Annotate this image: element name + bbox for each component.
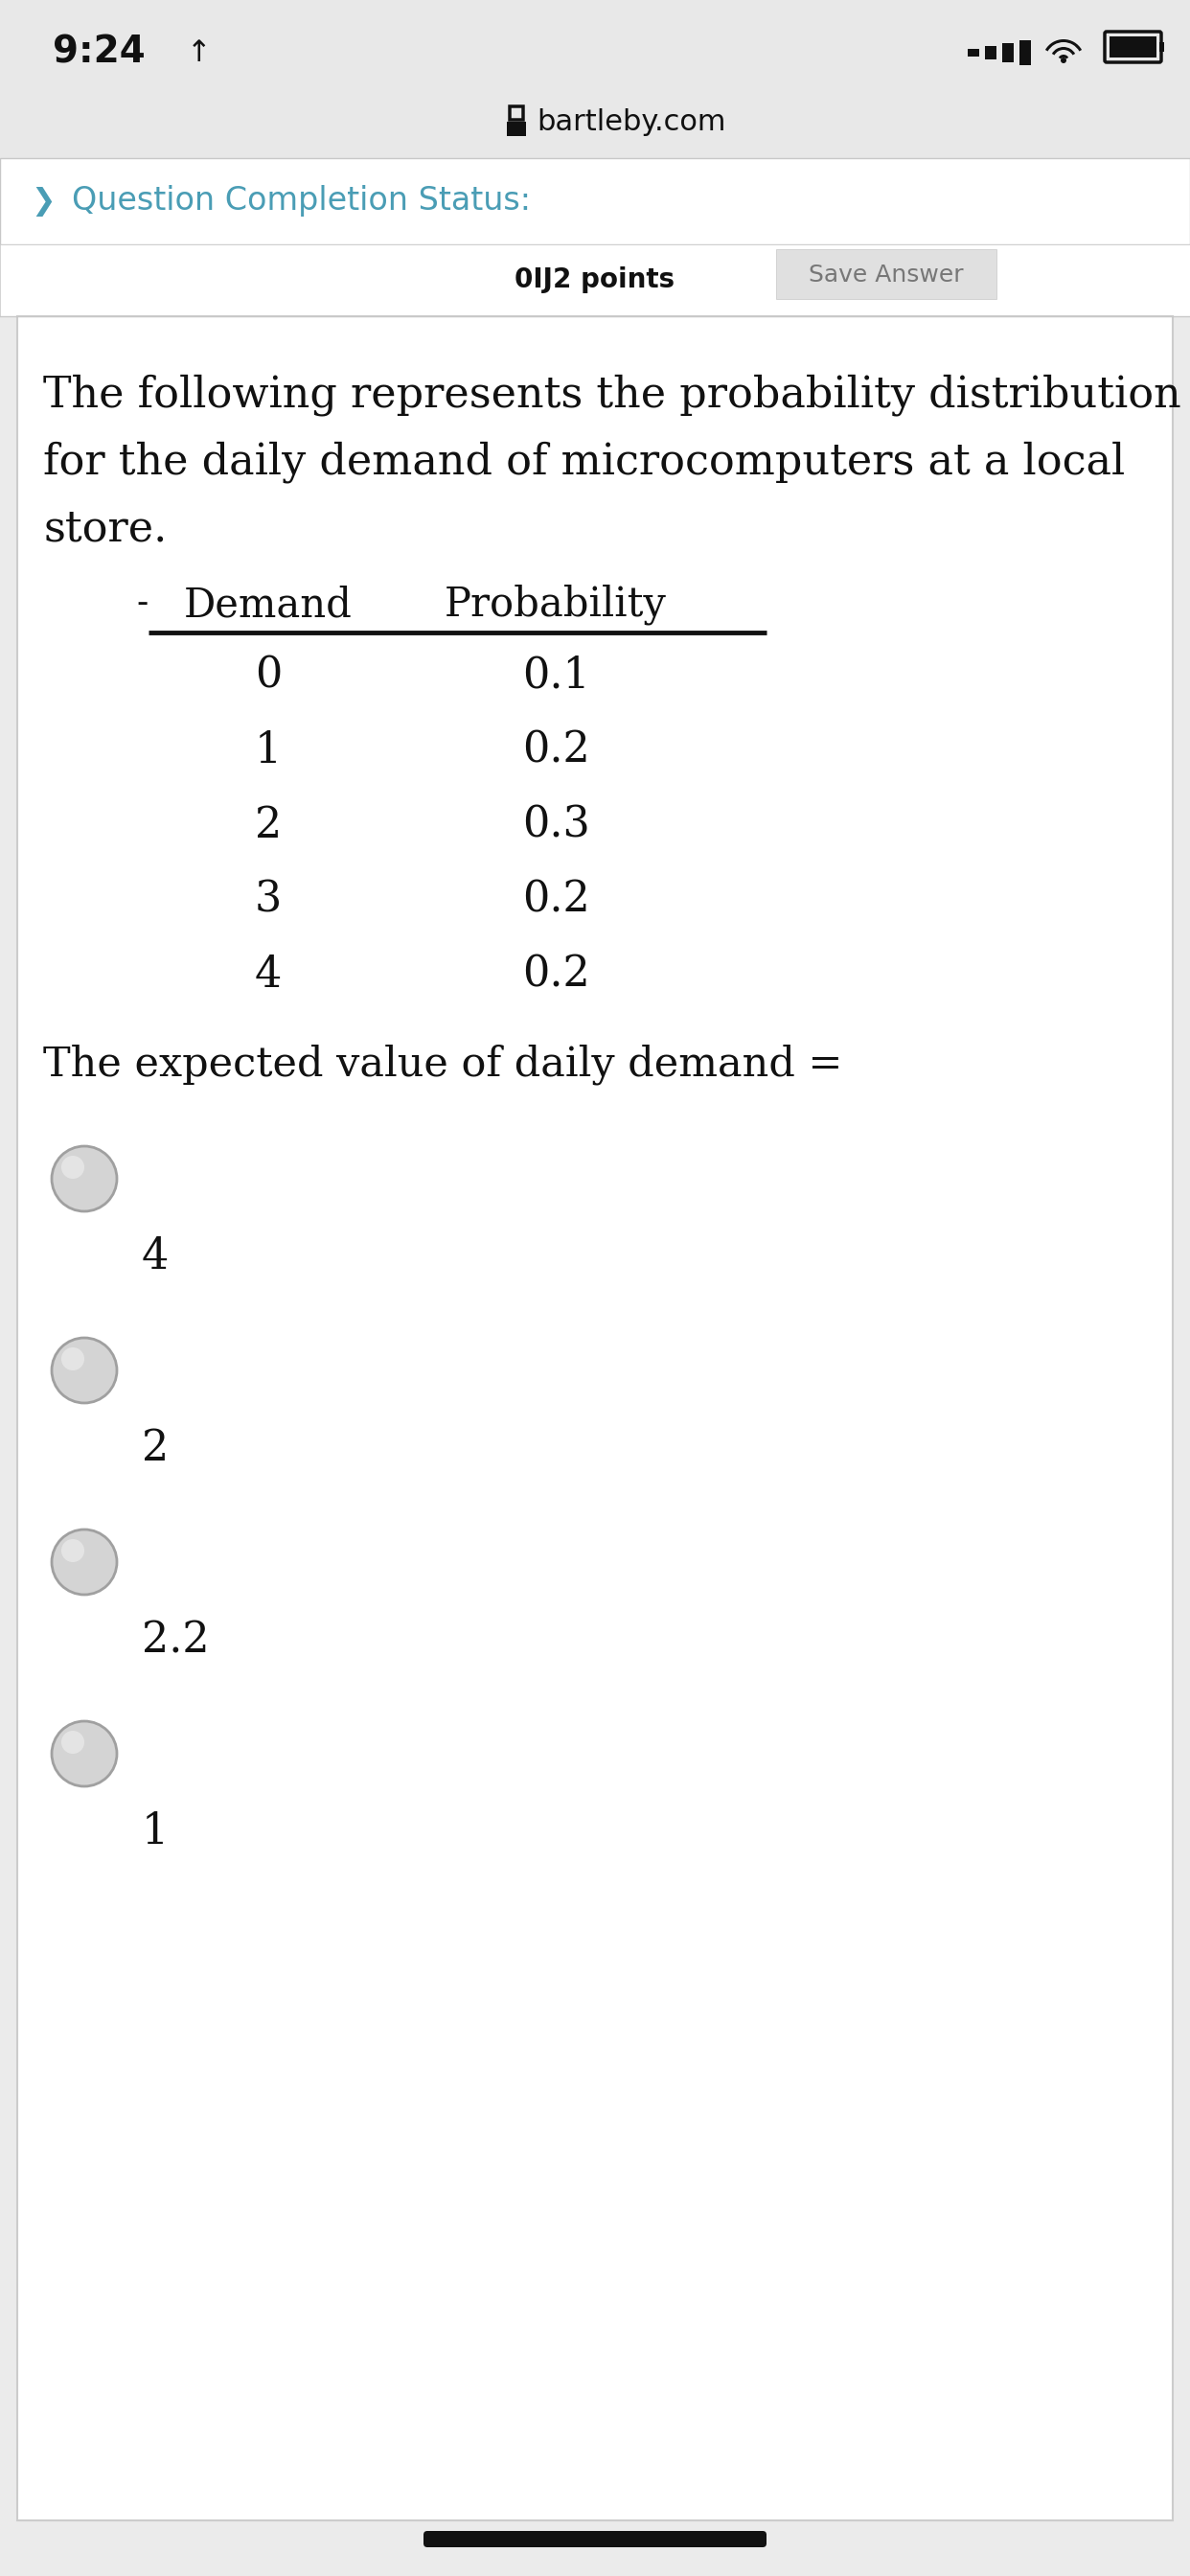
Text: 3: 3 <box>255 878 282 920</box>
Text: 4: 4 <box>142 1236 169 1278</box>
Circle shape <box>51 1530 117 1595</box>
Text: 4: 4 <box>255 953 282 994</box>
Wedge shape <box>1059 54 1069 59</box>
Text: 1: 1 <box>255 729 282 770</box>
Text: Question Completion Status:: Question Completion Status: <box>71 185 531 216</box>
FancyBboxPatch shape <box>424 2532 766 2548</box>
Text: store.: store. <box>43 507 167 549</box>
FancyBboxPatch shape <box>985 46 996 59</box>
Text: 0.2: 0.2 <box>522 953 589 994</box>
Wedge shape <box>1052 46 1075 54</box>
Text: 0.1: 0.1 <box>522 654 589 696</box>
Text: for the daily demand of microcomputers at a local: for the daily demand of microcomputers a… <box>43 440 1125 482</box>
Text: Save Answer: Save Answer <box>809 263 964 286</box>
Text: 2: 2 <box>142 1427 169 1468</box>
Circle shape <box>51 1721 117 1785</box>
Text: ❯: ❯ <box>31 185 55 216</box>
FancyBboxPatch shape <box>776 250 996 299</box>
FancyBboxPatch shape <box>17 317 1173 2519</box>
Text: 2.2: 2.2 <box>142 1620 209 1662</box>
Text: 0.3: 0.3 <box>522 804 589 845</box>
FancyBboxPatch shape <box>1159 41 1164 52</box>
Text: 2: 2 <box>255 804 282 845</box>
FancyBboxPatch shape <box>507 121 526 137</box>
Text: Probability: Probability <box>445 585 666 626</box>
Text: 9:24: 9:24 <box>52 33 145 72</box>
Circle shape <box>51 1146 117 1211</box>
FancyBboxPatch shape <box>0 0 1190 85</box>
FancyBboxPatch shape <box>967 49 979 57</box>
Text: bartleby.com: bartleby.com <box>537 108 726 137</box>
Text: The expected value of daily demand =: The expected value of daily demand = <box>43 1046 843 1084</box>
Circle shape <box>62 1538 84 1561</box>
Circle shape <box>62 1347 84 1370</box>
Text: 0.2: 0.2 <box>522 729 589 770</box>
Circle shape <box>62 1731 84 1754</box>
FancyBboxPatch shape <box>1020 41 1031 64</box>
FancyBboxPatch shape <box>0 245 1190 317</box>
Text: Demand: Demand <box>184 585 352 626</box>
Circle shape <box>62 1157 84 1180</box>
Text: 0: 0 <box>255 654 282 696</box>
Text: 0Ĳ2 points: 0Ĳ2 points <box>515 265 675 294</box>
FancyBboxPatch shape <box>0 157 1190 245</box>
FancyBboxPatch shape <box>0 85 1190 157</box>
Text: -: - <box>136 587 148 618</box>
Text: ↑: ↑ <box>187 39 212 67</box>
Wedge shape <box>1045 39 1082 52</box>
Circle shape <box>51 1337 117 1404</box>
Text: 1: 1 <box>142 1811 169 1852</box>
FancyBboxPatch shape <box>1002 44 1014 62</box>
FancyBboxPatch shape <box>1109 36 1157 57</box>
Text: 0.2: 0.2 <box>522 878 589 920</box>
Text: The following represents the probability distribution: The following represents the probability… <box>43 374 1182 415</box>
Circle shape <box>1060 57 1066 64</box>
